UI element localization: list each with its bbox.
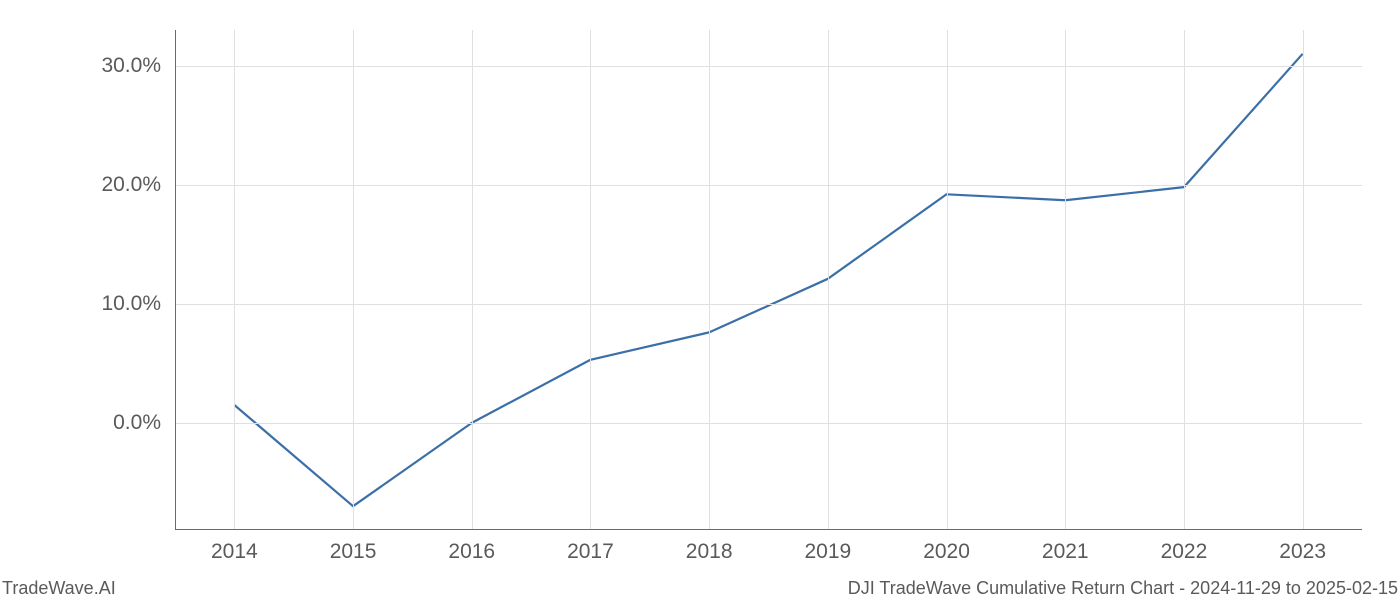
- x-tick-label: 2019: [804, 540, 851, 564]
- gridline-horizontal: [175, 304, 1362, 305]
- y-tick-label: 30.0%: [101, 54, 161, 78]
- x-tick-label: 2021: [1042, 540, 1089, 564]
- gridline-vertical: [234, 30, 235, 530]
- y-tick-label: 0.0%: [113, 411, 161, 435]
- gridline-vertical: [947, 30, 948, 530]
- x-tick-label: 2015: [330, 540, 377, 564]
- gridline-horizontal: [175, 185, 1362, 186]
- x-tick-label: 2014: [211, 540, 258, 564]
- gridline-vertical: [353, 30, 354, 530]
- plot-area: [175, 30, 1362, 530]
- gridline-vertical: [1303, 30, 1304, 530]
- gridline-vertical: [709, 30, 710, 530]
- gridline-vertical: [1065, 30, 1066, 530]
- y-tick-label: 20.0%: [101, 173, 161, 197]
- gridline-horizontal: [175, 423, 1362, 424]
- x-tick-label: 2020: [923, 540, 970, 564]
- x-tick-label: 2022: [1161, 540, 1208, 564]
- chart-container: TradeWave.AI DJI TradeWave Cumulative Re…: [0, 0, 1400, 600]
- gridline-vertical: [828, 30, 829, 530]
- x-tick-label: 2018: [686, 540, 733, 564]
- footer-caption: DJI TradeWave Cumulative Return Chart - …: [848, 578, 1398, 599]
- gridline-horizontal: [175, 66, 1362, 67]
- x-tick-label: 2017: [567, 540, 614, 564]
- y-tick-label: 10.0%: [101, 292, 161, 316]
- line-cumulative-return: [234, 54, 1302, 506]
- x-tick-label: 2023: [1279, 540, 1326, 564]
- gridline-vertical: [590, 30, 591, 530]
- gridline-vertical: [1184, 30, 1185, 530]
- axis-spine-left: [175, 30, 176, 530]
- axis-spine-bottom: [175, 529, 1362, 530]
- x-tick-label: 2016: [448, 540, 495, 564]
- footer-brand: TradeWave.AI: [2, 578, 116, 599]
- gridline-vertical: [472, 30, 473, 530]
